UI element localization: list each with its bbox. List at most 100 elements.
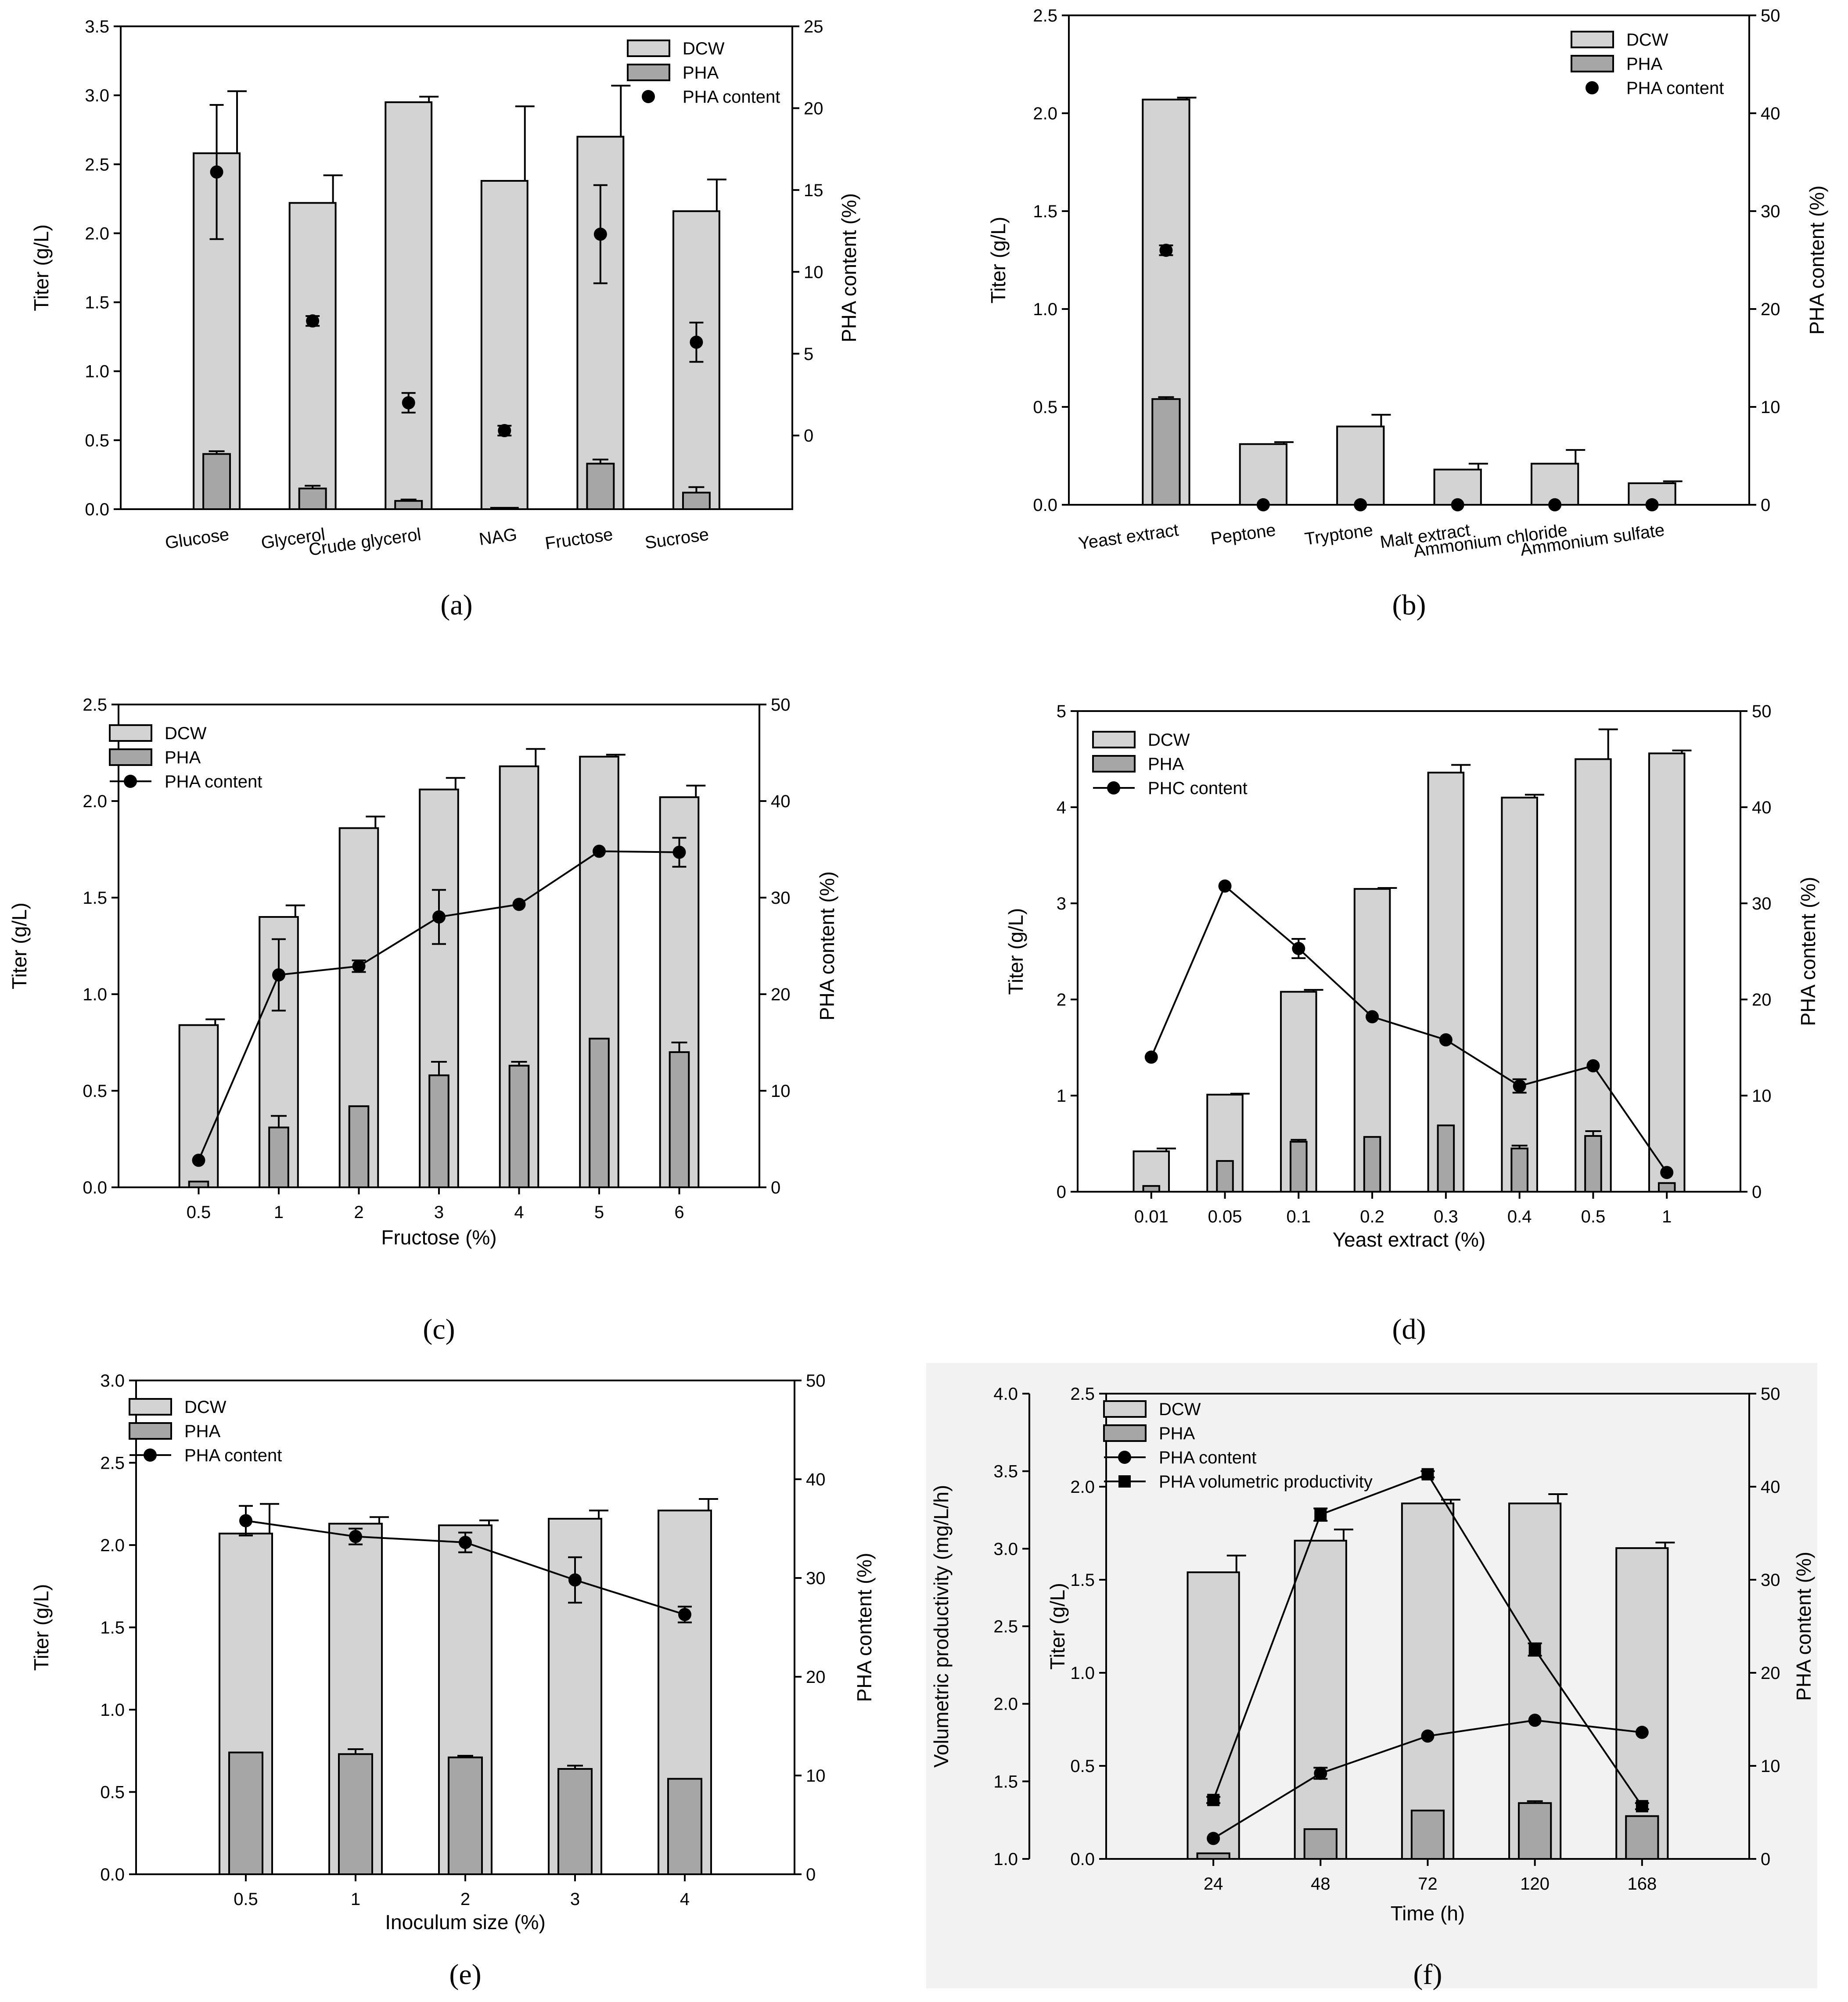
dcw-bar [1531, 463, 1579, 506]
pha-bar [298, 487, 327, 510]
y2-axis-tick-label: 10 [771, 1082, 791, 1101]
y-axis-tick-label: 3.5 [85, 17, 109, 36]
y2-axis-tick-label: 0 [804, 426, 813, 446]
pha-error-bar [1291, 1139, 1307, 1142]
dcw-error-bar [1548, 1493, 1568, 1504]
legend-label: DCW [1626, 30, 1668, 50]
content-marker [690, 335, 703, 349]
content-marker [1421, 1729, 1435, 1743]
content-marker [678, 1608, 691, 1621]
dcw-error-bar [323, 174, 343, 203]
legend-swatch-dcw [109, 724, 152, 742]
dcw-error-bar [1274, 441, 1294, 444]
content-marker [1645, 498, 1659, 511]
panel-letter: (c) [423, 1313, 455, 1345]
dcw-bar [1186, 1571, 1240, 1860]
dcw-bar [1401, 1502, 1455, 1860]
pha-bar [228, 1751, 263, 1875]
pha-bar [669, 1051, 690, 1188]
y2-axis-tick-label: 20 [804, 99, 823, 118]
pha-bar [1518, 1802, 1552, 1860]
y-axis-tick-label: 2.5 [85, 155, 109, 174]
content-marker [349, 1530, 362, 1543]
plot-frame [1068, 14, 1750, 506]
legend-label: PHA content [683, 87, 780, 107]
dcw-error-bar [260, 1503, 279, 1534]
dcw-error-bar [419, 96, 439, 102]
pha-bar [490, 507, 519, 510]
dcw-error-bar [1226, 1554, 1246, 1573]
y-axis-tick-label: 2.5 [83, 695, 107, 715]
pha-bar [557, 1768, 593, 1875]
content-marker [1207, 1832, 1220, 1845]
content-marker [459, 1536, 472, 1549]
dcw-bar [1239, 443, 1288, 506]
dcw-error-bar [1230, 1093, 1250, 1095]
dcw-error-bar [1377, 887, 1397, 889]
content-marker [1218, 879, 1232, 893]
y2-axis-label: PHA content (%) [838, 193, 860, 342]
y-axis-tick-label: 0.5 [1070, 1757, 1095, 1776]
dcw-error-bar [227, 90, 247, 154]
content-marker [1513, 1079, 1526, 1093]
content-line [1150, 884, 1668, 1173]
y-axis-tick-label: 2.5 [1070, 1384, 1095, 1404]
x-axis-tick-label: 1 [1662, 1207, 1672, 1226]
dcw-error-bar [1441, 1499, 1461, 1504]
legend-swatch-pha [1571, 55, 1614, 72]
content-marker [306, 314, 320, 328]
pha-error-bar [209, 450, 225, 454]
y2-axis-tick-label: 30 [1752, 894, 1772, 913]
dcw-error-bar [1451, 764, 1471, 773]
content-marker [239, 1514, 252, 1528]
content-marker [1256, 498, 1270, 511]
y2-axis-tick-label: 40 [1761, 104, 1780, 123]
dcw-error-bar [707, 178, 726, 212]
y2-axis-tick-label: 0 [806, 1865, 816, 1884]
y-axis-tick-label: 2.0 [1033, 104, 1057, 123]
legend-marker-content [642, 90, 655, 103]
y-axis-tick-label: 1.0 [100, 1700, 125, 1720]
dcw-bar [288, 202, 337, 510]
y-axis-tick-label: 3.0 [100, 1371, 125, 1391]
y-axis-tick-label: 0.5 [1033, 398, 1057, 417]
pha-bar [1625, 1815, 1659, 1860]
x-axis-tick-label: 3 [570, 1890, 580, 1909]
y-axis-tick-label: 2.0 [1070, 1477, 1095, 1497]
y-axis-tick-label: 2 [1057, 990, 1066, 1010]
x-axis-label: Yeast extract (%) [1333, 1228, 1486, 1251]
y-axis-tick-label: 4 [1057, 798, 1066, 817]
x-axis-tick-label: 0.5 [1581, 1207, 1606, 1226]
panel-letter: (d) [1392, 1313, 1426, 1345]
y-axis-tick-label: 0.0 [1070, 1850, 1095, 1869]
pha-bar [1196, 1852, 1230, 1860]
pha-bar [1151, 398, 1181, 506]
y2-axis-label: PHA content (%) [816, 871, 838, 1021]
y3-axis-tick-label: 2.0 [993, 1695, 1018, 1714]
y2-axis-label: PHA content (%) [1805, 185, 1828, 334]
dcw-error-bar [1334, 1528, 1353, 1541]
dcw-error-bar [589, 1510, 608, 1519]
y-axis-tick-label: 0.0 [85, 500, 109, 519]
x-axis-tick-label: 3 [434, 1203, 444, 1222]
dcw-error-bar [515, 105, 535, 181]
content-marker [1528, 1714, 1542, 1727]
pha-bar [1363, 1136, 1381, 1193]
content-marker [432, 910, 446, 924]
dcw-bar [1508, 1502, 1562, 1860]
pha-bar [1290, 1141, 1308, 1193]
content-marker [272, 968, 285, 981]
y-axis-tick-label: 1.0 [83, 985, 107, 1004]
dcw-error-bar [686, 784, 706, 798]
y-axis-tick-label: 2.0 [83, 792, 107, 811]
y-axis-label: Titer (g/L) [30, 224, 53, 311]
legend-swatch-pha [129, 1422, 172, 1440]
dcw-error-bar [1672, 749, 1692, 754]
x-axis-tick-label: 0.4 [1507, 1207, 1532, 1226]
y3-axis-tick-label: 4.0 [993, 1384, 1018, 1404]
pha-bar [1142, 1185, 1161, 1193]
pha-bar [348, 1105, 370, 1188]
pha-bar [1657, 1182, 1676, 1193]
